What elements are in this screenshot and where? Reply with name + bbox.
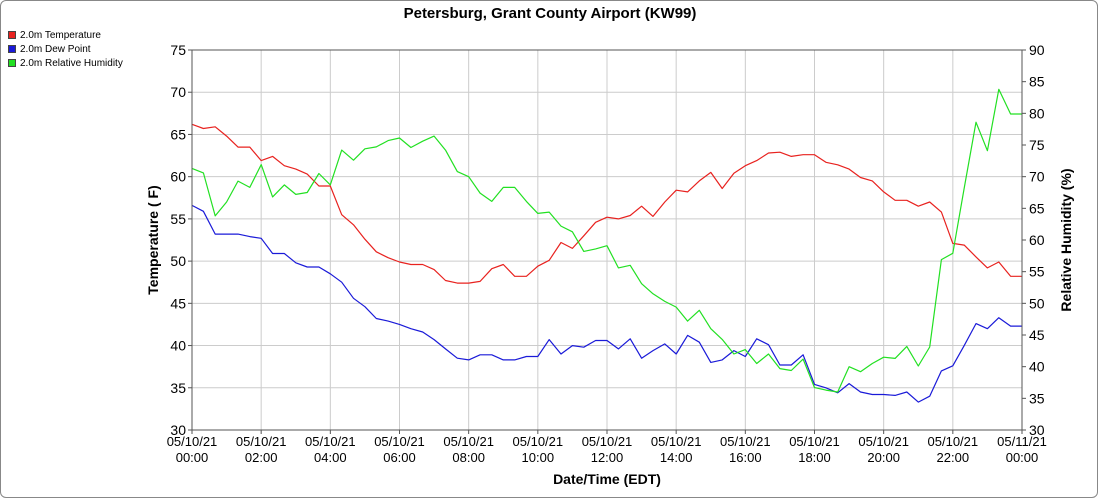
y2-tick-label: 35: [1029, 390, 1045, 406]
y2-tick-label: 55: [1029, 264, 1045, 280]
y-tick-label: 70: [170, 84, 186, 100]
x-tick-label-time: 16:00: [729, 450, 762, 465]
y-axis-left: 30 35 40 45 50 55 60 65 70 75: [170, 42, 192, 438]
x-tick-label-time: 10:00: [522, 450, 555, 465]
x-tick-label-date: 05/10/21: [858, 434, 909, 449]
x-tick-label-time: 02:00: [245, 450, 278, 465]
legend-label-temperature: 2.0m Temperature: [20, 29, 101, 41]
x-tick-label-date: 05/10/21: [305, 434, 356, 449]
x-tick-label-time: 08:00: [452, 450, 485, 465]
x-tick-label-time: 00:00: [1006, 450, 1039, 465]
series-line-relative-humidity: [191, 88, 1022, 393]
legend: 2.0m Temperature 2.0m Dew Point 2.0m Rel…: [8, 28, 123, 70]
x-tick-label-date: 05/10/21: [374, 434, 425, 449]
x-tick-label-date: 05/10/21: [928, 434, 979, 449]
x-axis-label: Date/Time (EDT): [553, 471, 661, 487]
x-axis: 05/10/2100:0005/10/2102:0005/10/2104:000…: [167, 430, 1047, 465]
y-tick-label: 50: [170, 253, 186, 269]
y-tick-label: 60: [170, 169, 186, 185]
series-line-dew-point: [191, 204, 1022, 403]
x-tick-label-date: 05/10/21: [651, 434, 702, 449]
y2-tick-label: 40: [1029, 359, 1045, 375]
y2-tick-label: 45: [1029, 327, 1045, 343]
y2-tick-label: 75: [1029, 137, 1045, 153]
y-axis-right: 30 35 40 45 50 55 60 65 70 75 80 85 90: [1022, 42, 1045, 438]
x-tick-label-time: 04:00: [314, 450, 347, 465]
x-tick-label-time: 14:00: [660, 450, 693, 465]
grid-lines: [191, 49, 1023, 431]
legend-swatch-dew-point: [8, 45, 16, 53]
series-group: [191, 88, 1022, 403]
x-tick-label-date: 05/10/21: [236, 434, 287, 449]
legend-label-dew-point: 2.0m Dew Point: [20, 43, 91, 55]
x-tick-label-date: 05/11/21: [997, 434, 1047, 449]
x-tick-label-date: 05/10/21: [167, 434, 218, 449]
y-tick-label: 65: [170, 126, 186, 142]
legend-swatch-temperature: [8, 31, 16, 39]
y2-axis-label: Relative Humidity (%): [1058, 168, 1074, 311]
y2-tick-label: 60: [1029, 232, 1045, 248]
y-tick-label: 30: [170, 422, 186, 438]
series-line-temperature: [191, 123, 1022, 284]
x-tick-label-time: 22:00: [937, 450, 970, 465]
legend-swatch-relative-humidity: [8, 59, 16, 67]
legend-item-temperature[interactable]: 2.0m Temperature: [8, 28, 123, 42]
y2-tick-label: 30: [1029, 422, 1045, 438]
chart-title: Petersburg, Grant County Airport (KW99): [404, 5, 697, 22]
y-tick-label: 75: [170, 42, 186, 58]
x-tick-label-date: 05/10/21: [720, 434, 771, 449]
x-tick-label-time: 12:00: [591, 450, 624, 465]
y2-tick-label: 70: [1029, 169, 1045, 185]
x-tick-label-time: 20:00: [867, 450, 900, 465]
x-tick-label-date: 05/10/21: [513, 434, 564, 449]
x-tick-label-date: 05/10/21: [443, 434, 494, 449]
y-axis-label: Temperature ( F): [145, 185, 161, 294]
y2-tick-label: 80: [1029, 105, 1045, 121]
y2-tick-label: 90: [1029, 42, 1045, 58]
legend-label-relative-humidity: 2.0m Relative Humidity: [20, 57, 123, 69]
y-tick-label: 40: [170, 338, 186, 354]
y2-tick-label: 50: [1029, 295, 1045, 311]
x-tick-label-time: 06:00: [383, 450, 416, 465]
legend-item-dew-point[interactable]: 2.0m Dew Point: [8, 42, 123, 56]
y-tick-label: 55: [170, 211, 186, 227]
x-tick-label-date: 05/10/21: [582, 434, 633, 449]
legend-item-relative-humidity[interactable]: 2.0m Relative Humidity: [8, 56, 123, 70]
y-tick-label: 45: [170, 295, 186, 311]
x-tick-label-date: 05/10/21: [789, 434, 840, 449]
y2-tick-label: 85: [1029, 74, 1045, 90]
x-tick-label-time: 18:00: [798, 450, 831, 465]
y-tick-label: 35: [170, 380, 186, 396]
y2-tick-label: 65: [1029, 200, 1045, 216]
x-tick-label-time: 00:00: [176, 450, 209, 465]
